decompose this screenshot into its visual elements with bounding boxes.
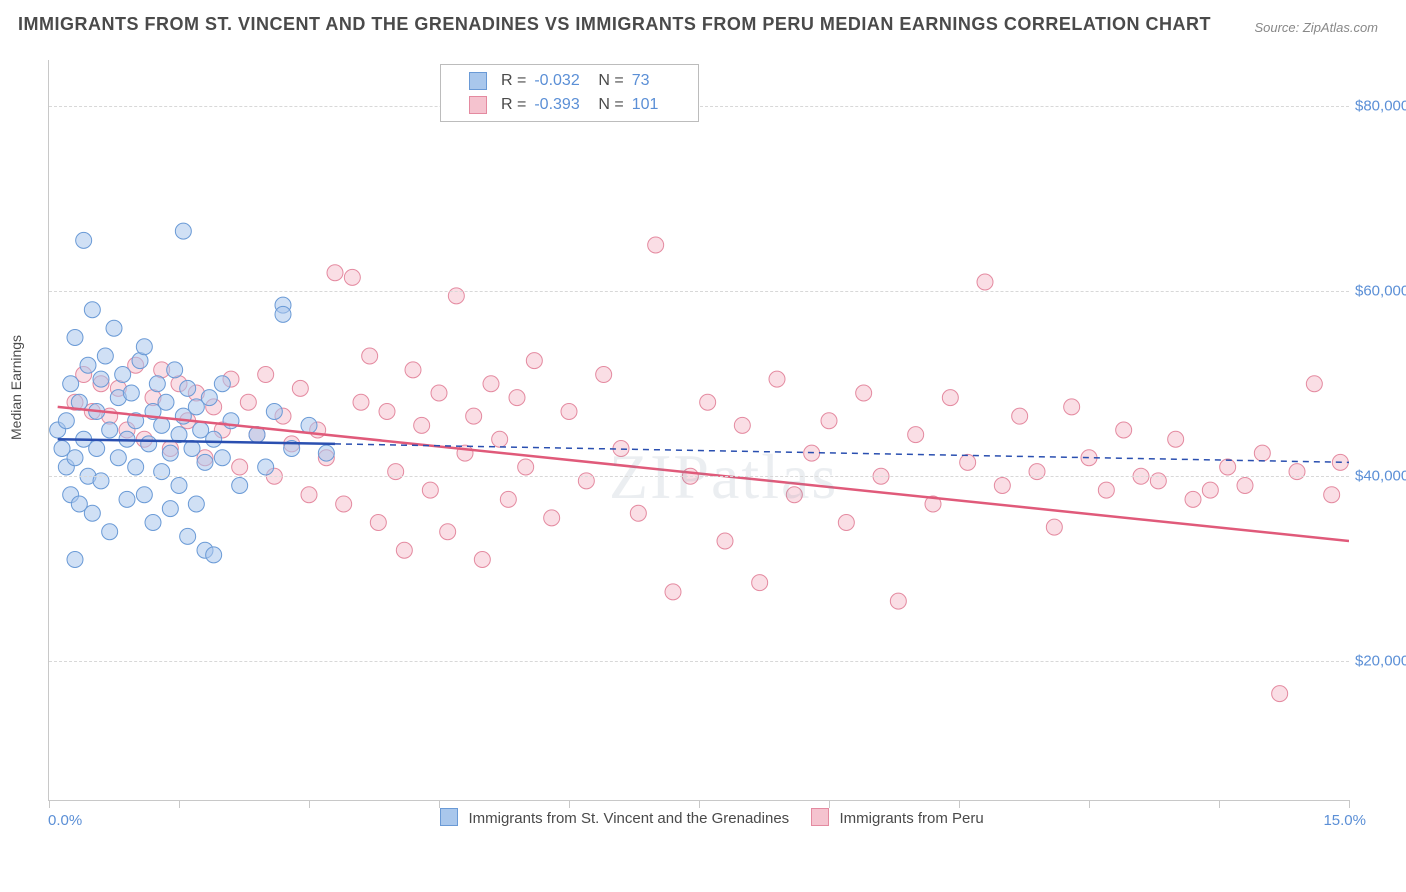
series-b-label: Immigrants from Peru <box>840 810 984 827</box>
plot-area: ZIPatlas $20,000$40,000$60,000$80,000 <box>48 60 1349 801</box>
x-tick <box>309 800 310 808</box>
series-a-label: Immigrants from St. Vincent and the Gren… <box>468 810 789 827</box>
x-tick <box>569 800 570 808</box>
y-axis-label: Median Earnings <box>8 335 24 440</box>
scatter-svg <box>49 60 1349 800</box>
y-tick-label: $20,000 <box>1355 653 1406 670</box>
swatch-b-icon <box>811 808 829 826</box>
x-tick <box>1219 800 1220 808</box>
x-tick <box>439 800 440 808</box>
x-tick <box>959 800 960 808</box>
stat-r-label: R = <box>501 96 526 114</box>
stats-row-b: R = -0.393 N = 101 <box>451 93 688 117</box>
x-tick <box>1089 800 1090 808</box>
stat-n-label: N = <box>598 72 623 90</box>
stat-n-a: 73 <box>632 72 688 90</box>
swatch-b <box>469 96 487 114</box>
stats-row-a: R = -0.032 N = 73 <box>451 69 688 93</box>
swatch-a-icon <box>440 808 458 826</box>
x-tick <box>179 800 180 808</box>
stat-r-label: R = <box>501 72 526 90</box>
gridline <box>49 476 1349 477</box>
gridline <box>49 106 1349 107</box>
bottom-legend: Immigrants from St. Vincent and the Gren… <box>0 808 1406 827</box>
stat-n-label: N = <box>598 96 623 114</box>
x-tick <box>1349 800 1350 808</box>
gridline <box>49 661 1349 662</box>
swatch-a <box>469 72 487 90</box>
y-tick-label: $40,000 <box>1355 468 1406 485</box>
stat-n-b: 101 <box>632 96 688 114</box>
stat-r-b: -0.393 <box>534 96 590 114</box>
y-tick-label: $60,000 <box>1355 283 1406 300</box>
x-tick <box>829 800 830 808</box>
stats-legend-box: R = -0.032 N = 73 R = -0.393 N = 101 <box>440 64 699 122</box>
stat-r-a: -0.032 <box>534 72 590 90</box>
gridline <box>49 291 1349 292</box>
y-tick-label: $80,000 <box>1355 98 1406 115</box>
x-tick <box>49 800 50 808</box>
chart-title: IMMIGRANTS FROM ST. VINCENT AND THE GREN… <box>18 14 1211 35</box>
source-label: Source: ZipAtlas.com <box>1254 20 1378 35</box>
x-tick <box>699 800 700 808</box>
